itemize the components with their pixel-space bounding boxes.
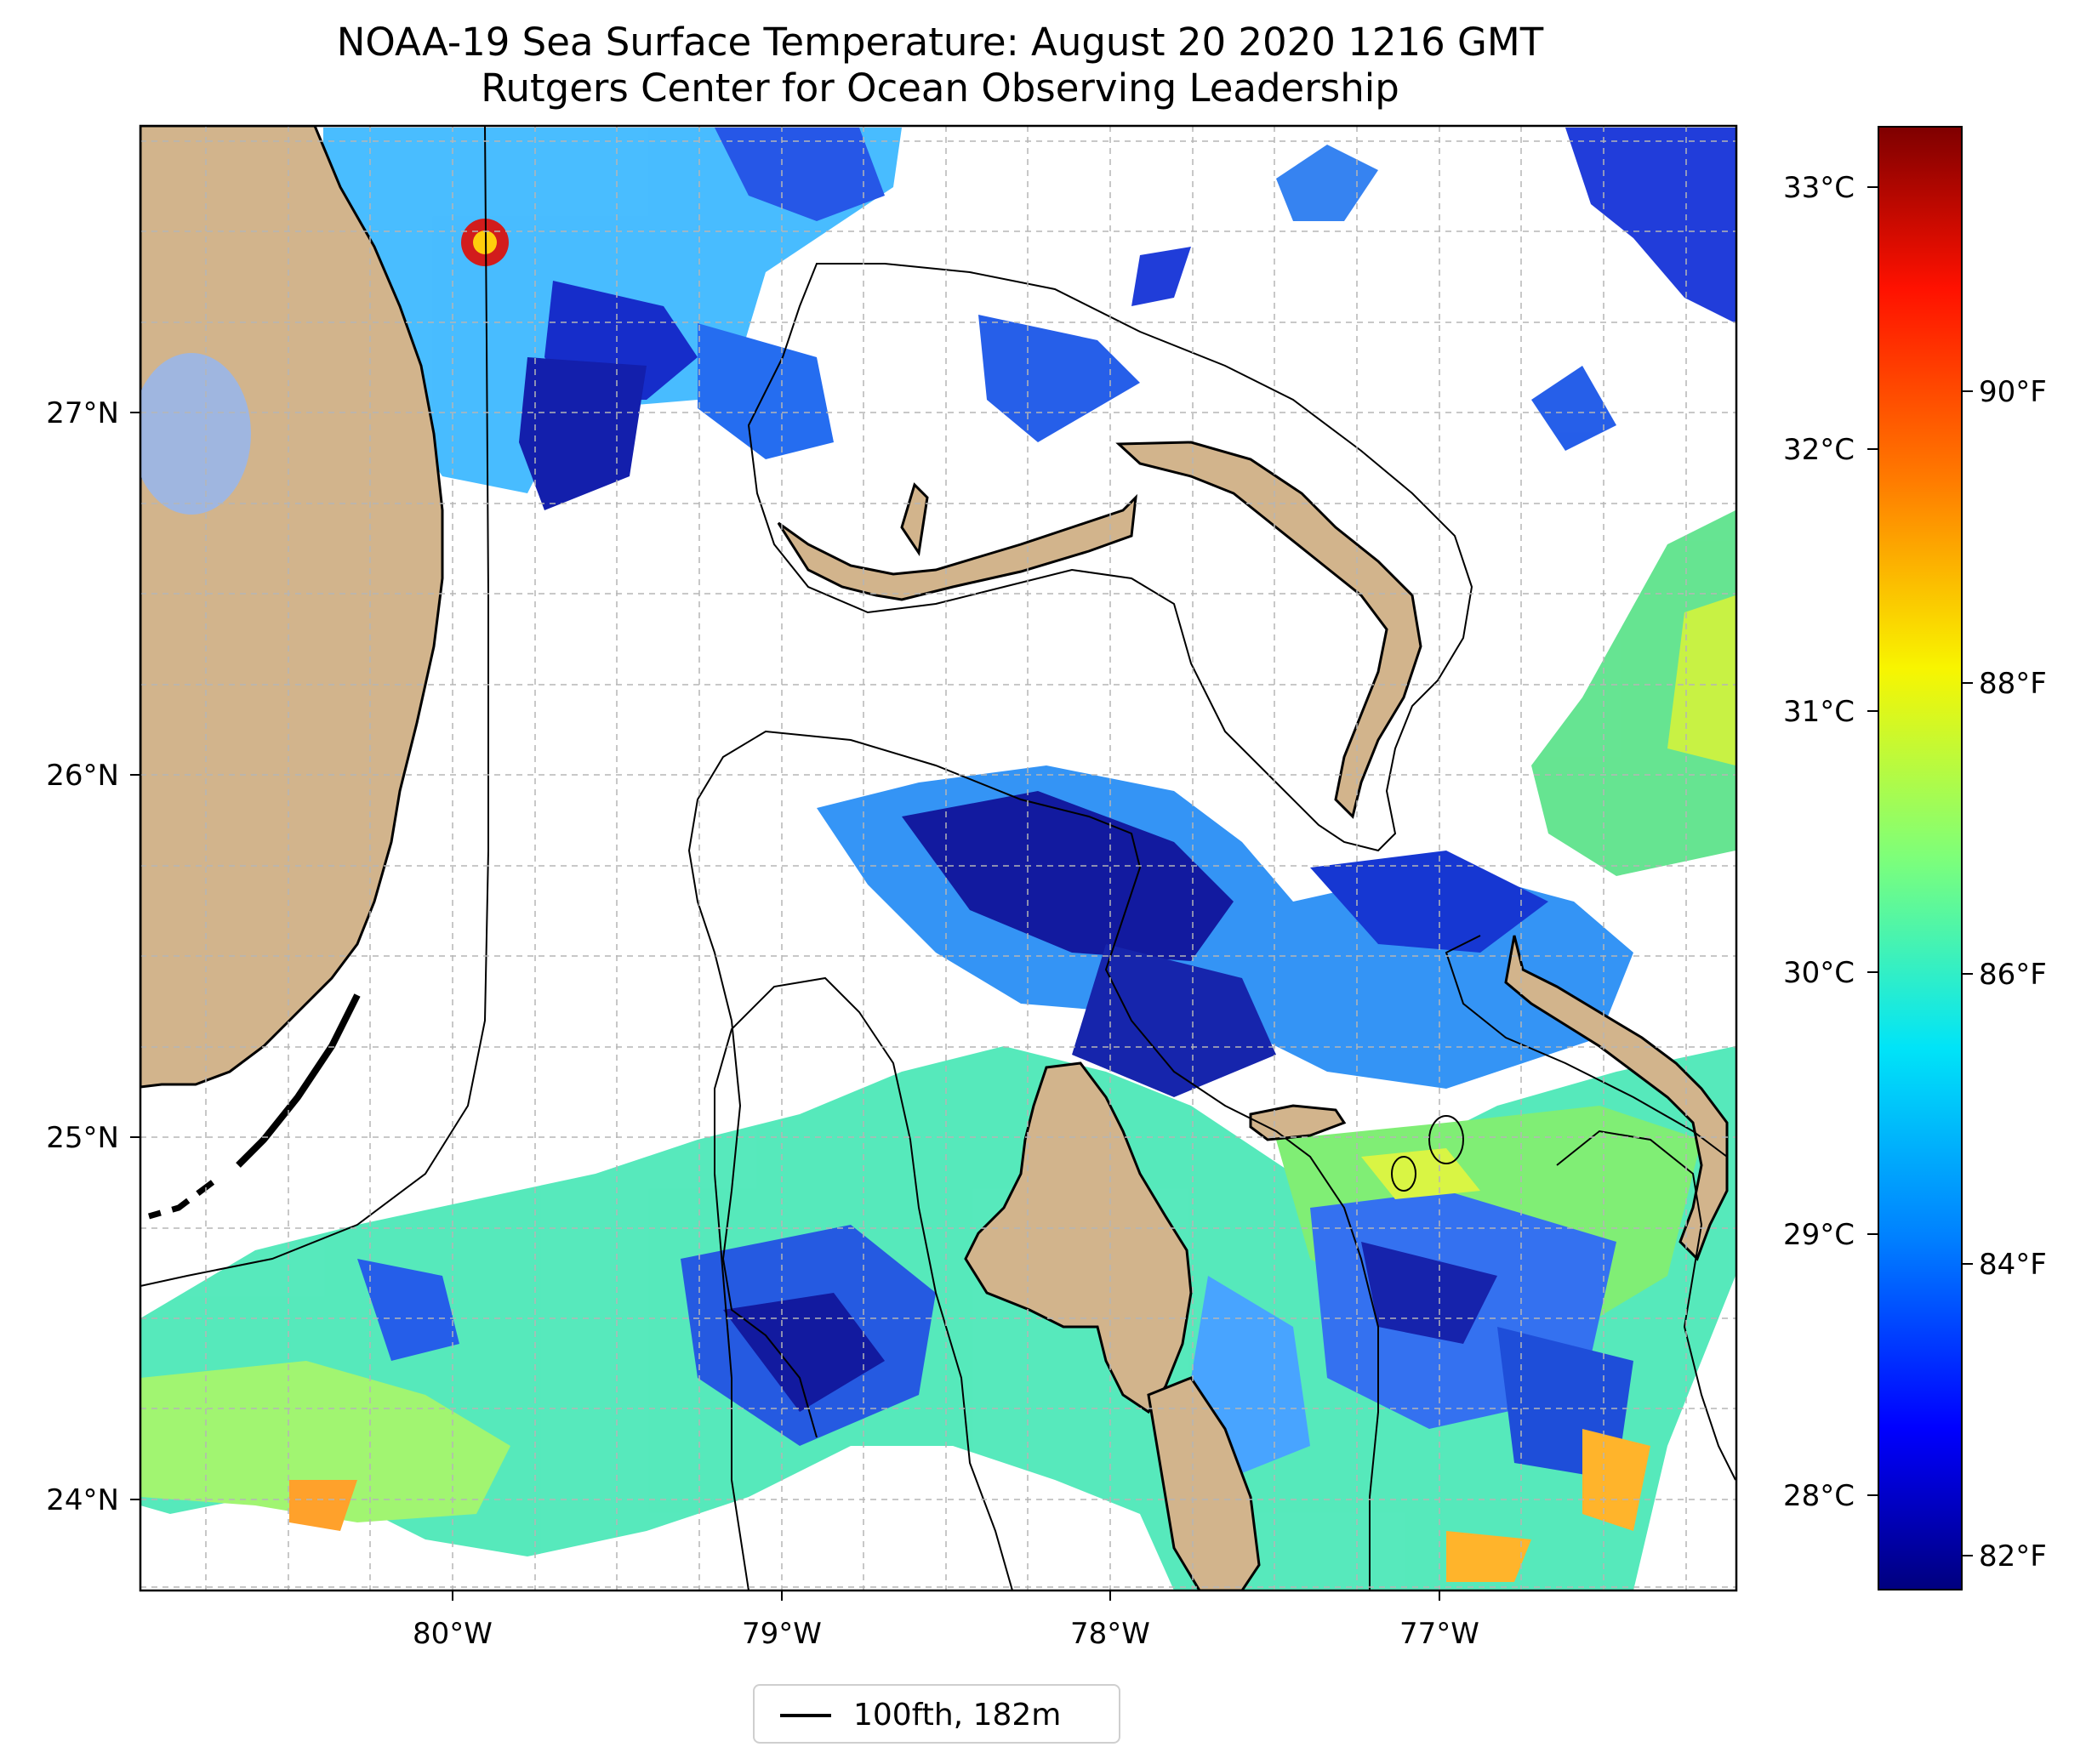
andros-land <box>964 1061 1193 1414</box>
contour-100fth <box>140 126 1736 1590</box>
eleuthera-land <box>1504 935 1729 1261</box>
x-tick-label: 79°W <box>742 1617 822 1651</box>
fahrenheit-tick-label: 88°F <box>1979 667 2047 701</box>
florida-keys <box>236 993 361 1168</box>
abaco-land <box>1115 441 1422 819</box>
contour-line-swatch <box>780 1714 831 1717</box>
map-title: NOAA-19 Sea Surface Temperature: August … <box>336 20 1544 65</box>
y-tick-label: 25°N <box>46 1121 119 1155</box>
fahrenheit-tick-label: 90°F <box>1979 375 2047 409</box>
plot-frame <box>139 124 1738 1592</box>
lake-okeechobee <box>140 353 251 515</box>
celsius-tick-label: 31°C <box>1783 695 1855 729</box>
celsius-tick-label: 29°C <box>1783 1218 1855 1252</box>
celsius-tick-label: 30°C <box>1783 956 1855 990</box>
y-tick-label: 27°N <box>46 396 119 430</box>
fahrenheit-tick-label: 82°F <box>1979 1539 2047 1573</box>
fahrenheit-tick-label: 84°F <box>1979 1248 2047 1282</box>
x-tick-label: 77°W <box>1399 1617 1479 1651</box>
x-tick-label: 80°W <box>413 1617 493 1651</box>
map-subtitle: Rutgers Center for Ocean Observing Leade… <box>481 65 1399 111</box>
grand-bahama-land <box>777 493 1137 601</box>
temperature-colorbar <box>1878 126 1963 1590</box>
gridlines <box>140 126 1736 1590</box>
celsius-tick-label: 28°C <box>1783 1479 1855 1513</box>
fahrenheit-tick-label: 86°F <box>1979 958 2047 992</box>
celsius-tick-label: 32°C <box>1783 433 1855 467</box>
y-tick-label: 24°N <box>46 1483 119 1517</box>
celsius-tick-label: 33°C <box>1783 171 1855 205</box>
legend-label: 100fth, 182m <box>853 1698 1062 1733</box>
x-tick-label: 78°W <box>1070 1617 1150 1651</box>
y-tick-label: 26°N <box>46 759 119 793</box>
map-legend: 100fth, 182m <box>753 1684 1120 1744</box>
